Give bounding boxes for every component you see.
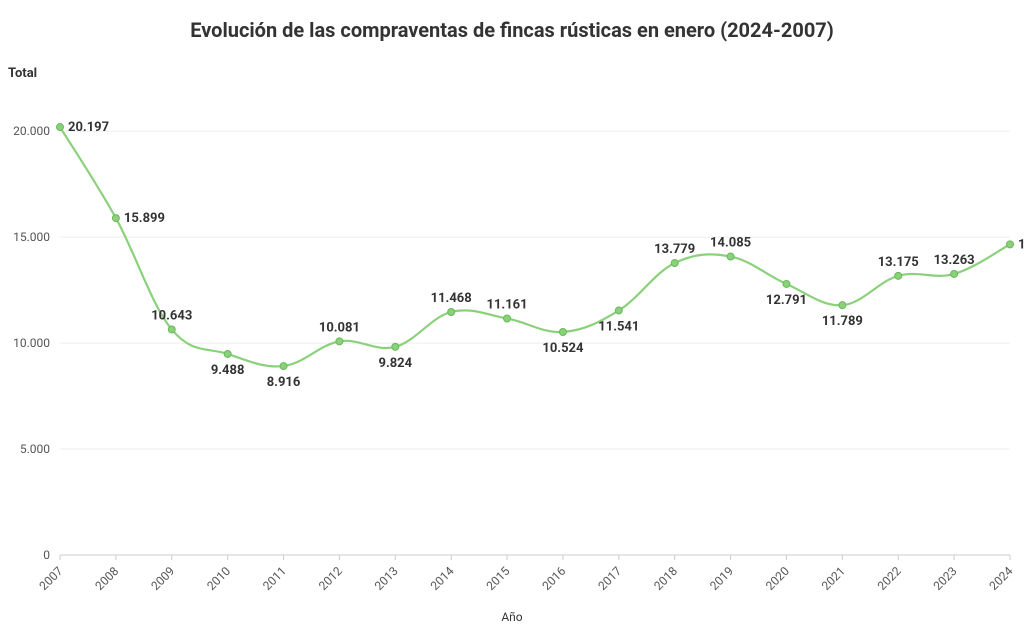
data-label: 13.175 — [878, 255, 919, 270]
data-label: 12.791 — [766, 293, 807, 308]
y-tick-label: 10.000 — [13, 336, 50, 350]
data-label: 14.659 — [1018, 237, 1024, 252]
data-point — [336, 338, 343, 345]
data-label: 10.643 — [151, 308, 192, 323]
x-tick-label: 2008 — [92, 564, 121, 593]
data-point — [280, 363, 287, 370]
x-tick-label: 2016 — [539, 564, 568, 593]
data-label: 9.824 — [378, 356, 412, 371]
data-point — [57, 124, 64, 131]
data-label: 20.197 — [68, 120, 109, 135]
data-label: 11.468 — [431, 291, 472, 306]
data-point — [1007, 241, 1014, 248]
data-point — [448, 308, 455, 315]
data-label: 13.779 — [654, 242, 695, 257]
x-tick-label: 2017 — [595, 564, 624, 593]
data-label: 11.541 — [598, 319, 639, 334]
x-tick-label: 2010 — [204, 564, 233, 593]
data-point — [559, 328, 566, 335]
data-point — [392, 343, 399, 350]
y-tick-label: 0 — [43, 548, 50, 562]
x-tick-label: 2015 — [484, 564, 513, 593]
data-point — [504, 315, 511, 322]
line-chart: 0 5.000 10.000 15.000 20.000 2007 2008 2009 2010… — [0, 0, 1024, 635]
data-point — [727, 253, 734, 260]
x-tick-label: 2012 — [316, 564, 345, 593]
data-label: 15.899 — [124, 211, 165, 226]
data-label: 13.263 — [934, 253, 975, 268]
x-tick-label: 2011 — [260, 564, 289, 593]
x-tick-label: 2013 — [372, 564, 401, 593]
data-label: 9.488 — [211, 363, 245, 378]
data-point — [671, 260, 678, 267]
x-tick-label: 2007 — [37, 564, 66, 593]
data-label: 11.789 — [822, 314, 863, 329]
y-tick-label: 5.000 — [20, 442, 50, 456]
data-label: 11.161 — [487, 297, 528, 312]
x-tick-label: 2023 — [931, 564, 960, 593]
data-point — [168, 326, 175, 333]
y-tick-label: 20.000 — [13, 124, 50, 138]
data-label: 14.085 — [710, 236, 751, 251]
x-tick-label: 2019 — [707, 564, 736, 593]
x-tick-label: 2022 — [875, 564, 904, 593]
data-point — [112, 215, 119, 222]
x-tick-label: 2024 — [987, 564, 1016, 593]
data-point — [224, 350, 231, 357]
x-tick-label: 2014 — [428, 564, 457, 593]
data-point — [839, 302, 846, 309]
x-tick-label: 2020 — [763, 564, 792, 593]
y-tick-label: 15.000 — [13, 230, 50, 244]
x-tick-label: 2009 — [148, 564, 177, 593]
data-point — [895, 272, 902, 279]
x-tick-label: 2018 — [651, 564, 680, 593]
data-point — [951, 270, 958, 277]
series-line — [60, 127, 1010, 366]
chart-container: Evolución de las compraventas de fincas … — [0, 0, 1024, 635]
data-label: 10.524 — [542, 341, 584, 356]
data-point — [783, 280, 790, 287]
data-label: 10.081 — [319, 320, 360, 335]
data-point — [615, 307, 622, 314]
data-label: 8.916 — [267, 375, 301, 390]
x-tick-label: 2021 — [819, 564, 848, 593]
